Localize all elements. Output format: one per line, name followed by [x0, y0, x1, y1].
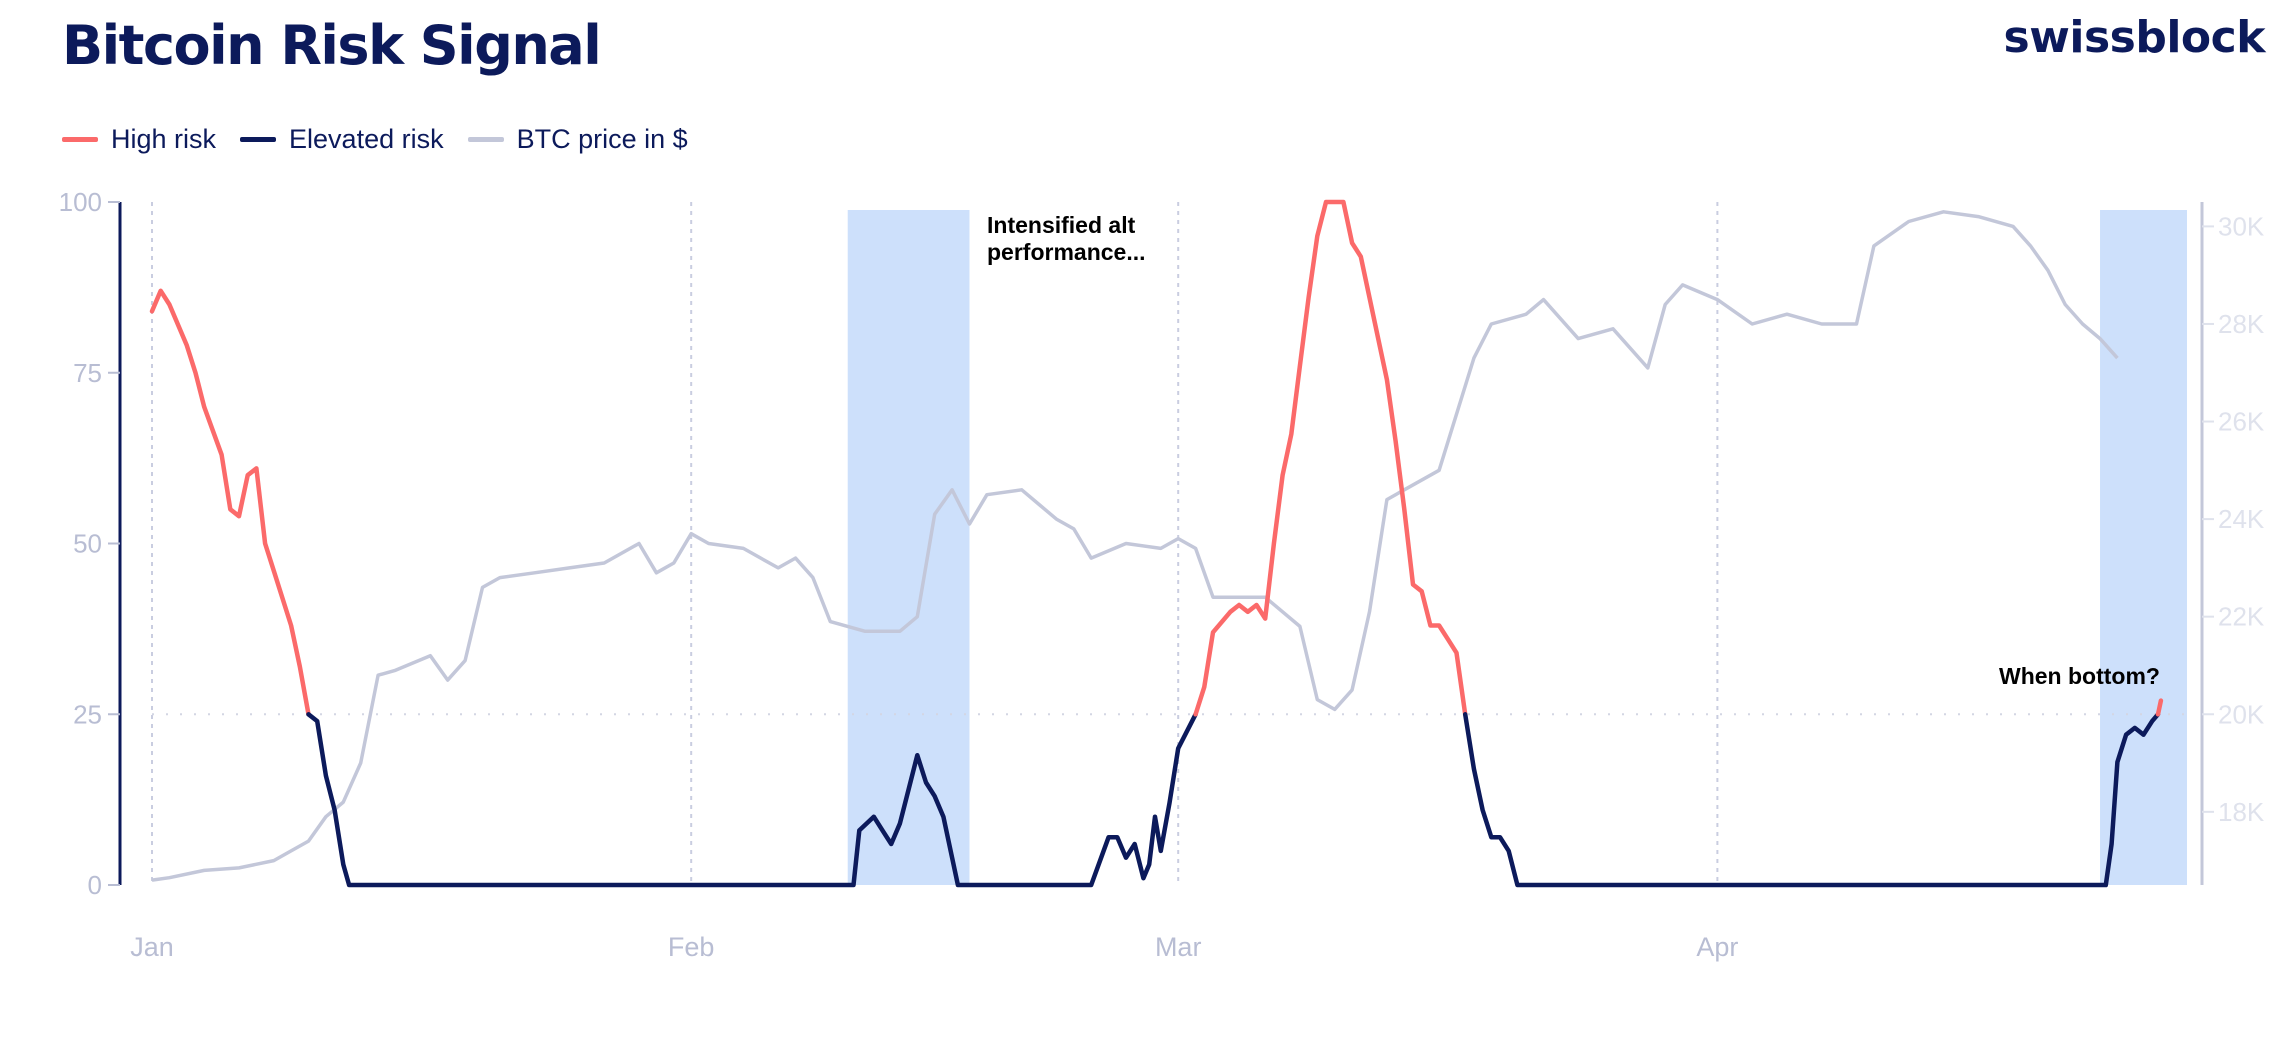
high-risk-line	[2155, 698, 2164, 717]
right-tick-label: 22K	[2218, 602, 2265, 632]
legend-item-elevated-risk: Elevated risk	[240, 124, 444, 155]
legend-label-high-risk: High risk	[111, 124, 217, 154]
elevated-risk-line	[1462, 712, 2161, 888]
x-tick-label: Mar	[1155, 932, 1202, 962]
x-tick-label: Feb	[668, 932, 715, 962]
legend: High risk Elevated risk BTC price in $	[62, 124, 688, 155]
elevated-risk-line	[306, 712, 1198, 888]
right-tick-label: 28K	[2218, 309, 2265, 339]
highlight-band	[2100, 210, 2187, 885]
highlight-band	[847, 210, 970, 885]
high-risk-swatch	[62, 137, 98, 142]
high-risk-line	[149, 288, 311, 717]
left-tick-label: 25	[73, 699, 102, 729]
annotation-intensified-alt: Intensified alt performance...	[987, 212, 1146, 265]
legend-item-high-risk: High risk	[62, 124, 216, 155]
annotation-when-bottom: When bottom?	[1999, 663, 2160, 689]
right-tick-label: 20K	[2218, 699, 2265, 729]
brand-logo: swissblock	[2003, 12, 2266, 63]
left-tick-label: 100	[59, 187, 102, 217]
left-tick-label: 75	[73, 358, 102, 388]
page-title: Bitcoin Risk Signal	[62, 14, 602, 77]
x-tick-label: Jan	[130, 932, 174, 962]
right-tick-label: 26K	[2218, 407, 2265, 437]
right-tick-label: 18K	[2218, 797, 2265, 827]
left-tick-label: 0	[88, 870, 102, 900]
legend-label-elevated-risk: Elevated risk	[289, 124, 444, 154]
right-tick-label: 24K	[2218, 504, 2265, 534]
elevated-risk-swatch	[240, 137, 277, 142]
btc-price-line	[151, 210, 2119, 882]
legend-label-btc-price: BTC price in $	[516, 124, 688, 154]
annotation-line: performance...	[987, 239, 1146, 265]
btc-price-swatch	[467, 137, 504, 142]
right-tick-label: 30K	[2218, 211, 2265, 241]
x-tick-label: Apr	[1696, 932, 1738, 962]
high-risk-line	[1193, 199, 1468, 717]
legend-item-btc-price: BTC price in $	[467, 124, 688, 155]
annotation-line: Intensified alt	[987, 212, 1136, 238]
left-tick-label: 50	[73, 529, 102, 559]
